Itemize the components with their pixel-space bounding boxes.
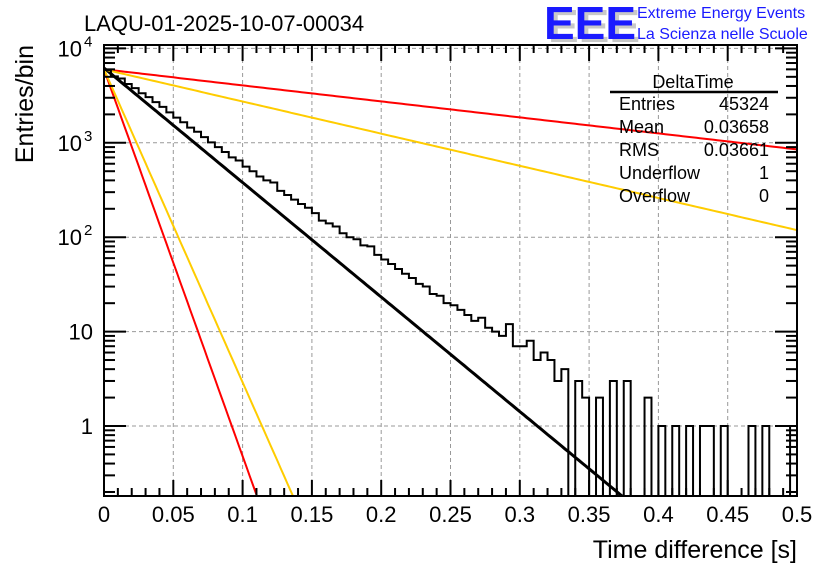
stats-value: 0.03658 [704,117,769,137]
x-tick-label: 0.2 [366,502,397,527]
x-tick-label: 0.3 [505,502,536,527]
slow-bound-yellow [104,68,797,232]
x-tick-label: 0.15 [290,502,333,527]
eee-logo-line1: Extreme Energy Events [637,5,805,22]
stats-title: DeltaTime [652,72,733,92]
y-tick-label: 10 [58,36,82,61]
y-tick-label: 10 [69,320,93,345]
stats-value: 0 [759,186,769,206]
eee-logo-mark: EEE [544,0,636,49]
chart-title: LAQU-01-2025-10-07-00034 [84,11,364,36]
stats-label: Underflow [619,163,701,183]
x-tick-labels: 0 0.05 0.1 0.15 0.2 0.25 0.3 0.35 0.4 0.45 0.5 [98,502,812,527]
stats-label: Mean [619,117,664,137]
fast-bound-red [104,68,258,496]
fit-curves [104,66,797,496]
x-tick-label: 0.1 [227,502,258,527]
stats-value: 0.03661 [704,140,769,160]
x-tick-label: 0.45 [706,502,749,527]
stats-label: RMS [619,140,659,160]
x-axis-title: Time difference [s] [593,536,797,564]
exponential-fit [104,66,625,496]
x-tick-label: 0.05 [152,502,195,527]
x-tick-label: 0 [98,502,110,527]
x-tick-label: 0.5 [782,502,813,527]
eee-logo: EEE EEE Extreme Energy Events La Scienza… [544,0,808,52]
eee-logo-line2: La Scienza nelle Scuole [637,26,808,43]
y-tick-label: 10 [58,225,82,250]
y-tick-exponent: 4 [84,33,92,50]
fast-bound-yellow [104,68,295,496]
y-axis-title: Entries/bin [11,45,39,163]
y-tick-exponent: 3 [84,128,92,145]
stats-box: DeltaTime Entries 45324 Mean 0.03658 RMS 0.03… [610,72,778,206]
y-tick-label: 1 [81,414,93,439]
stats-label: Overflow [619,186,691,206]
slow-bound-red [104,68,797,151]
axes [103,44,798,497]
y-tick-label: 10 [58,131,82,156]
y-tick-exponent: 2 [84,222,92,239]
eee-logo-shadow: EEE [548,0,640,52]
x-tick-label: 0.25 [429,502,472,527]
stats-label: Entries [619,94,675,114]
x-tick-label: 0.35 [568,502,611,527]
x-tick-label: 0.4 [643,502,674,527]
stats-value: 1 [759,163,769,183]
histogram-outline [104,69,797,496]
stats-value: 45324 [719,94,769,114]
